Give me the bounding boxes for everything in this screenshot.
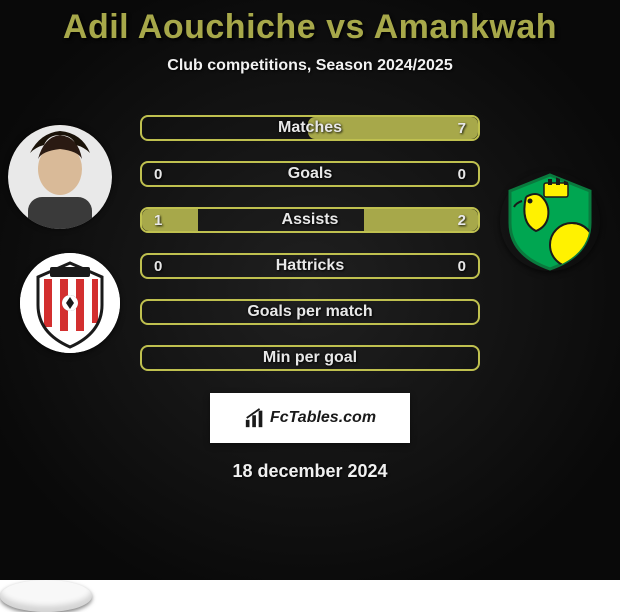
vs-label: vs bbox=[326, 8, 365, 46]
footer-brand-bar[interactable]: FcTables.com bbox=[210, 393, 410, 443]
stat-label: Assists bbox=[282, 211, 339, 229]
stat-value-left: 0 bbox=[154, 166, 162, 183]
stat-label: Goals per match bbox=[247, 303, 372, 321]
player2-name: Amankwah bbox=[374, 8, 558, 46]
club-badge-left bbox=[20, 253, 120, 353]
stat-label: Min per goal bbox=[263, 349, 357, 367]
stat-value-left: 1 bbox=[154, 212, 162, 229]
player2-avatar-placeholder bbox=[0, 580, 92, 612]
stat-label: Matches bbox=[278, 119, 342, 137]
player1-avatar bbox=[8, 125, 112, 229]
stats-list: 7 Matches 0 0 Goals 1 2 Assists 0 0 Hattricks Goals… bbox=[140, 115, 480, 371]
stat-row: 1 2 Assists bbox=[140, 207, 480, 233]
stat-value-right: 2 bbox=[458, 212, 466, 229]
stat-value-right: 7 bbox=[458, 120, 466, 137]
stat-row: Goals per match bbox=[140, 299, 480, 325]
player1-name: Adil Aouchiche bbox=[63, 8, 316, 46]
stat-row: 7 Matches bbox=[140, 115, 480, 141]
stat-fill-left bbox=[142, 209, 198, 231]
stat-value-left: 0 bbox=[154, 258, 162, 275]
stat-label: Hattricks bbox=[276, 257, 344, 275]
stat-value-right: 0 bbox=[458, 166, 466, 183]
stat-row: 0 0 Hattricks bbox=[140, 253, 480, 279]
club-badge-right bbox=[500, 171, 600, 271]
page-title: Adil Aouchiche vs Amankwah bbox=[63, 8, 557, 47]
fctables-logo-icon bbox=[244, 407, 266, 429]
footer-brand-text: FcTables.com bbox=[270, 409, 376, 427]
subtitle: Club competitions, Season 2024/2025 bbox=[167, 57, 452, 75]
stat-value-right: 0 bbox=[458, 258, 466, 275]
stat-row: 0 0 Goals bbox=[140, 161, 480, 187]
date-label: 18 december 2024 bbox=[232, 461, 387, 482]
stat-row: Min per goal bbox=[140, 345, 480, 371]
stat-label: Goals bbox=[288, 165, 332, 183]
